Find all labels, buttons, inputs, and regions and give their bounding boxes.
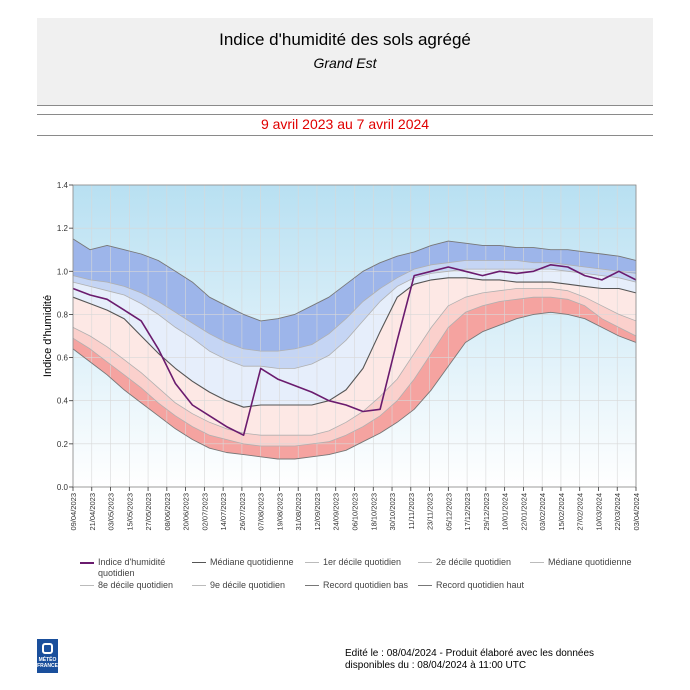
x-tick-label: 08/06/2023 <box>163 493 172 531</box>
y-tick-label: 0.4 <box>57 397 69 406</box>
x-tick-label: 03/04/2024 <box>632 493 641 531</box>
series-line-decile-8 <box>72 268 637 369</box>
footer-note: Edité le : 08/04/2024 - Produit élaboré … <box>345 648 645 672</box>
x-tick-label: 23/11/2023 <box>426 493 435 530</box>
legend-label: 9e décile quotidien <box>210 580 286 590</box>
legend-label: Record quotidien haut <box>436 580 525 590</box>
x-tick-label: 07/08/2023 <box>257 493 266 531</box>
legend-swatch <box>80 585 94 586</box>
y-axis-label: Indice d'humidité <box>42 295 54 377</box>
x-tick-label: 27/05/2023 <box>144 493 153 531</box>
legend-swatch <box>418 585 432 586</box>
y-tick-label: 1.4 <box>57 181 69 190</box>
series-line-decile-9 <box>72 260 637 352</box>
x-tick-label: 26/07/2023 <box>238 493 247 531</box>
legend-swatch <box>418 562 432 563</box>
x-tick-label: 22/01/2024 <box>519 493 528 531</box>
y-tick-label: 1.2 <box>57 224 69 233</box>
series-line-record-low <box>72 311 637 460</box>
x-tick-label: 03/05/2023 <box>107 493 116 531</box>
x-tick-label: 12/09/2023 <box>313 493 322 531</box>
y-tick-label: 1.0 <box>57 267 69 276</box>
x-tick-label: 02/07/2023 <box>200 493 209 531</box>
chart-subtitle: Grand Est <box>313 55 377 71</box>
divider-bottom <box>37 135 653 136</box>
x-tick-label: 18/10/2023 <box>369 493 378 531</box>
legend-label: Médiane quotidienne <box>548 557 632 567</box>
band-decile-2-to-median <box>73 277 636 436</box>
chart-title: Indice d'humidité des sols agrégé <box>219 30 471 49</box>
legend-label: 8e décile quotidien <box>98 580 174 590</box>
legend-swatch <box>80 562 94 564</box>
footer-line-2: disponibles du : 08/04/2024 à 11:00 UTC <box>345 660 527 671</box>
legend-swatch <box>305 585 319 586</box>
x-tick-label: 24/09/2023 <box>332 493 341 531</box>
x-tick-label: 09/04/2023 <box>69 493 78 531</box>
x-tick-label: 29/12/2023 <box>482 493 491 531</box>
x-tick-label: 10/03/2024 <box>594 493 603 531</box>
legend-swatch <box>192 562 206 563</box>
divider-top <box>37 114 653 115</box>
series-line-decile-1 <box>72 296 637 447</box>
legend-label: Record quotidien bas <box>323 580 409 590</box>
x-tick-label: 27/02/2024 <box>576 493 585 531</box>
x-tick-label: 10/01/2024 <box>501 493 510 531</box>
x-tick-label: 06/10/2023 <box>351 493 360 531</box>
x-tick-label: 14/07/2023 <box>219 493 228 531</box>
period-label: 9 avril 2023 au 7 avril 2024 <box>260 116 430 132</box>
legend-label: 2e décile quotidien <box>436 557 512 567</box>
legend-swatch <box>192 585 206 586</box>
x-tick-label: 21/04/2023 <box>88 493 97 531</box>
y-tick-label: 0.0 <box>57 483 69 492</box>
x-tick-label: 15/05/2023 <box>125 493 134 531</box>
series-line-soil-moisture-index <box>72 264 637 436</box>
legend-swatch <box>305 562 319 563</box>
series-line-median <box>72 277 637 408</box>
logo-mark-icon <box>42 643 53 654</box>
series-line-decile-2 <box>72 288 637 436</box>
x-tick-label: 17/12/2023 <box>463 493 472 531</box>
x-tick-label: 03/02/2024 <box>538 493 547 531</box>
legend-label: 1er décile quotidien <box>323 557 402 567</box>
y-tick-label: 0.6 <box>57 354 69 363</box>
footer-line-1: Edité le : 08/04/2024 - Produit élaboré … <box>345 648 595 659</box>
legend-label: Indice d'humidité quotidien <box>98 557 166 578</box>
legend-label: Médiane quotidienne <box>210 557 294 567</box>
legend-swatch <box>530 562 544 563</box>
x-tick-label: 22/03/2024 <box>613 493 622 531</box>
x-tick-label: 30/10/2023 <box>388 493 397 531</box>
y-tick-label: 0.8 <box>57 310 69 319</box>
x-tick-label: 05/12/2023 <box>444 493 453 531</box>
x-tick-label: 11/11/2023 <box>407 493 416 529</box>
x-tick-label: 20/06/2023 <box>182 493 191 531</box>
y-tick-label: 0.2 <box>57 440 69 449</box>
x-tick-label: 31/08/2023 <box>294 493 303 531</box>
logo-text: MÉTÉO FRANCE <box>37 657 58 669</box>
x-tick-label: 15/02/2024 <box>557 493 566 531</box>
title-panel: Indice d'humidité des sols agrégé Grand … <box>37 18 653 106</box>
meteo-france-logo: MÉTÉO FRANCE <box>37 639 58 673</box>
x-tick-label: 19/08/2023 <box>275 493 284 531</box>
series-line-record-high <box>72 238 637 322</box>
